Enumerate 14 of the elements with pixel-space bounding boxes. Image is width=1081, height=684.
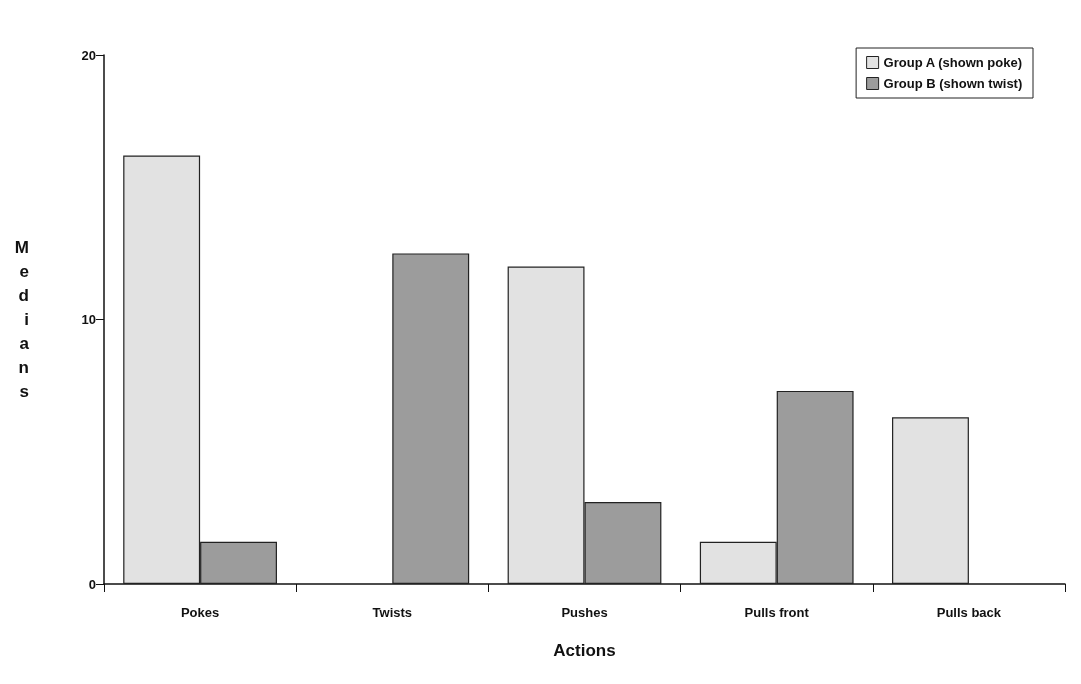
x-tick-label: Twists	[372, 605, 413, 620]
legend-label: Group A (shown poke)	[883, 55, 1023, 70]
bar	[892, 417, 969, 584]
y-tick-label: 0	[88, 576, 96, 592]
x-tick-label: Pushes	[561, 605, 608, 620]
bar	[392, 253, 470, 584]
x-tick-label: Pulls back	[936, 605, 1002, 620]
y-tick-label: 10	[81, 312, 96, 327]
x-axis-title: Actions	[553, 641, 616, 660]
y-tick-label: 20	[81, 47, 96, 63]
x-tick-label: Pulls front	[744, 605, 810, 620]
x-tick-label: Pokes	[180, 605, 220, 620]
y-axis-title: Medians	[14, 238, 30, 401]
legend-label: Group B (shown twist)	[883, 76, 1023, 91]
